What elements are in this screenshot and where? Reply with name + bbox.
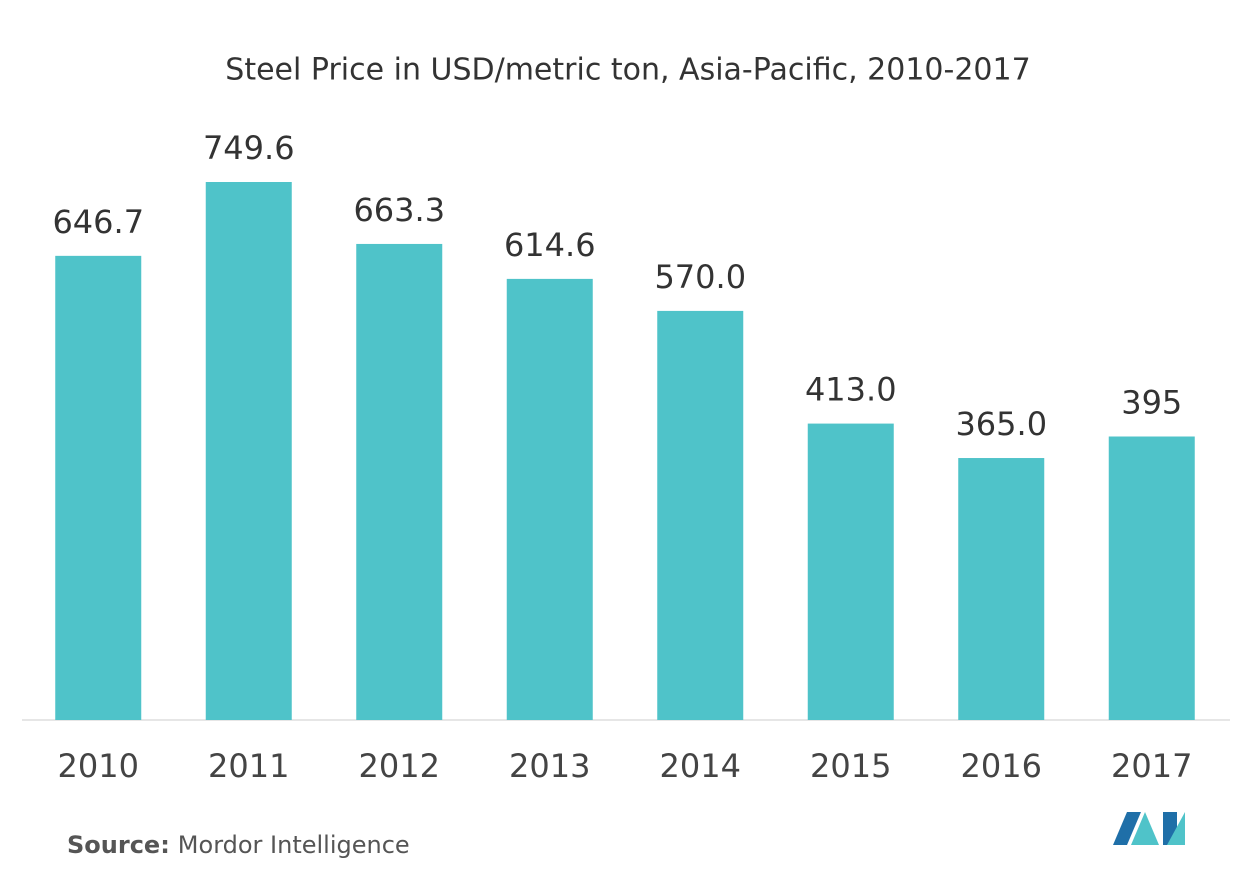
- chart-title: Steel Price in USD/metric ton, Asia-Paci…: [225, 53, 1030, 88]
- logo-shape: [1113, 812, 1141, 845]
- x-tick-label: 2014: [660, 747, 741, 785]
- logo-shape: [1131, 812, 1159, 845]
- bar: [958, 458, 1045, 720]
- value-label: 365.0: [955, 405, 1047, 443]
- source-label: Source:: [67, 831, 170, 859]
- source-text: Mordor Intelligence: [178, 831, 410, 859]
- source: Source: Mordor Intelligence: [67, 831, 410, 859]
- x-tick-label: 2013: [509, 747, 590, 785]
- value-label: 395: [1121, 384, 1182, 422]
- bar: [807, 423, 894, 720]
- x-tick-label: 2016: [961, 747, 1042, 785]
- bar: [356, 243, 443, 720]
- bar: [506, 278, 593, 720]
- logo-shape: [1167, 812, 1185, 845]
- value-label: 749.6: [203, 129, 295, 167]
- bar: [657, 310, 744, 720]
- value-label: 614.6: [504, 226, 596, 264]
- value-label: 663.3: [353, 191, 445, 229]
- bar: [55, 255, 142, 721]
- bar: [1108, 436, 1195, 720]
- logo: [1113, 812, 1185, 845]
- bar: [205, 182, 292, 720]
- x-tick-label: 2010: [58, 747, 139, 785]
- value-label: 570.0: [654, 258, 746, 296]
- x-tick-label: 2011: [208, 747, 289, 785]
- x-tick-label: 2017: [1111, 747, 1192, 785]
- x-tick-label: 2015: [810, 747, 891, 785]
- value-label: 413.0: [805, 371, 897, 409]
- x-tick-label: 2012: [359, 747, 440, 785]
- value-label: 646.7: [52, 203, 144, 241]
